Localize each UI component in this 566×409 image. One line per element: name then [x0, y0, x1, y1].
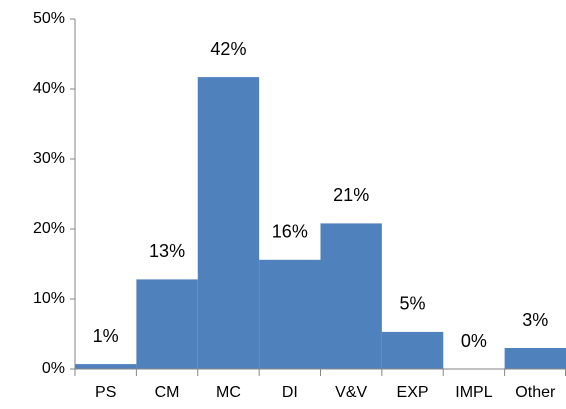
y-tick-label: 10%: [33, 290, 65, 307]
y-tick-label: 30%: [33, 150, 65, 167]
y-tick-label: 20%: [33, 220, 65, 237]
x-tick-label: EXP: [397, 384, 429, 401]
x-tick-label: CM: [155, 384, 180, 401]
x-tick-label: MC: [216, 384, 241, 401]
y-tick-label: 50%: [33, 10, 65, 27]
data-label: 0%: [461, 331, 487, 351]
data-label: 1%: [93, 326, 119, 346]
x-tick-label: V&V: [335, 384, 367, 401]
data-label: 3%: [522, 310, 548, 330]
x-tick-label: Other: [515, 384, 556, 401]
data-label: 5%: [400, 294, 426, 314]
bar: [197, 77, 260, 369]
bar: [381, 331, 444, 369]
data-label: 16%: [272, 222, 308, 242]
data-label: 21%: [333, 185, 369, 205]
data-label: 13%: [149, 241, 185, 261]
bar: [75, 364, 137, 369]
x-tick-label: DI: [282, 384, 298, 401]
bar: [136, 279, 198, 369]
y-tick-label: 0%: [42, 360, 65, 377]
bar: [259, 259, 321, 369]
x-tick-label: PS: [95, 384, 116, 401]
bar: [320, 223, 382, 369]
data-label: 42%: [210, 39, 246, 59]
bar: [504, 348, 566, 369]
x-tick-label: IMPL: [455, 384, 492, 401]
y-tick-label: 40%: [33, 80, 65, 97]
